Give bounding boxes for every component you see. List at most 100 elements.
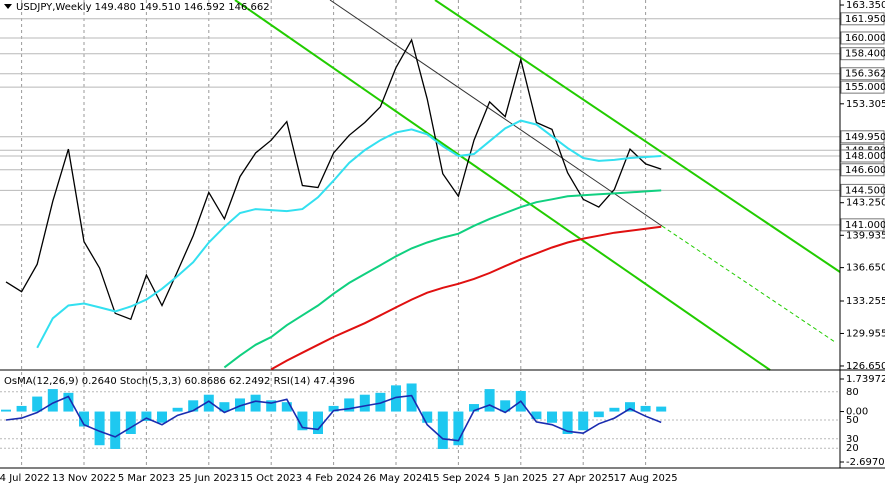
osma-bar xyxy=(359,394,370,412)
level-label: 149.950 xyxy=(845,132,885,143)
trend-line xyxy=(329,0,663,227)
x-tick-label: 27 Apr 2025 xyxy=(552,473,614,484)
level-label-box xyxy=(840,183,885,197)
osma-bar xyxy=(235,398,245,412)
osma-bar xyxy=(94,411,105,446)
osma-bar xyxy=(328,405,339,412)
osma-bar xyxy=(531,411,542,420)
osma-bar xyxy=(422,411,433,423)
y-tick-label: 139.935 xyxy=(846,230,885,241)
chart-title: USDJPY,Weekly 149.480 149.510 146.592 14… xyxy=(16,2,270,13)
osma-bar xyxy=(250,394,261,412)
osma-bar xyxy=(203,394,214,412)
osma-bar xyxy=(578,411,589,431)
y2-tick-label: 50 xyxy=(846,415,859,426)
y2-tick-label: 20 xyxy=(846,443,859,454)
osma-bar xyxy=(79,411,89,427)
level-label: 158.400 xyxy=(845,49,885,60)
osma-bar xyxy=(157,411,167,423)
moving-average xyxy=(36,119,662,349)
osma-bar xyxy=(47,389,58,412)
osma-bar xyxy=(593,411,604,418)
osma-bar xyxy=(625,402,635,412)
level-label: 161.950 xyxy=(845,14,885,25)
y-tick-label: -2.69702 xyxy=(846,457,885,468)
osma-bar xyxy=(500,400,511,412)
osma-bar xyxy=(219,402,230,412)
osma-bar xyxy=(125,411,136,434)
level-label-box xyxy=(840,218,885,232)
y-tick-label: 133.255 xyxy=(846,296,885,307)
moving-average xyxy=(223,189,662,369)
level-label: 141.000 xyxy=(845,220,885,231)
x-tick-label: 4 Feb 2024 xyxy=(306,473,362,484)
level-label-box xyxy=(840,47,885,61)
level-label: 144.500 xyxy=(845,185,885,196)
osma-bar xyxy=(1,409,11,412)
osma-bar xyxy=(32,396,43,412)
level-label: 146.600 xyxy=(845,165,885,176)
x-tick-label: 5 Jan 2025 xyxy=(494,473,548,484)
level-label-box xyxy=(840,80,885,94)
osma-bar xyxy=(453,411,464,446)
y-tick-label: 153.305 xyxy=(846,99,885,110)
level-label-box xyxy=(840,12,885,26)
y-tick-label: 129.955 xyxy=(846,328,885,339)
level-label-box xyxy=(840,149,885,163)
osma-bar xyxy=(469,404,479,412)
menu-icon[interactable] xyxy=(4,4,12,9)
osma-bar xyxy=(281,402,292,412)
price-line xyxy=(5,38,662,321)
level-label: 156.362 xyxy=(845,69,885,80)
osma-bar xyxy=(344,398,355,412)
x-tick-label: 17 Aug 2025 xyxy=(614,473,678,484)
osma-bar xyxy=(172,407,183,412)
level-label-box xyxy=(840,163,885,177)
rsi-line xyxy=(5,394,662,442)
osma-bar xyxy=(313,411,323,434)
x-tick-label: 24 Jul 2022 xyxy=(0,473,50,484)
channel-line xyxy=(234,0,771,371)
osma-bar xyxy=(110,411,121,449)
x-tick-label: 25 Jun 2023 xyxy=(179,473,239,484)
osma-bar xyxy=(16,405,27,412)
osma-bar xyxy=(63,392,74,412)
osma-bar xyxy=(406,383,417,412)
x-tick-label: 26 May 2024 xyxy=(363,473,428,484)
y-tick-label: 126.650 xyxy=(846,361,885,372)
x-tick-label: 15 Oct 2023 xyxy=(240,473,302,484)
moving-average xyxy=(270,225,662,371)
osma-bar xyxy=(640,405,651,412)
y-tick-label: 163.350 xyxy=(846,0,885,11)
y-tick-label: 0.00 xyxy=(846,407,868,418)
osma-bar xyxy=(297,411,308,431)
osma-bar xyxy=(375,392,386,412)
level-label-box xyxy=(840,31,885,45)
osma-bar xyxy=(141,411,152,421)
trend-lines xyxy=(234,0,841,371)
x-tick-label: 13 Nov 2022 xyxy=(52,473,116,484)
osma-bar xyxy=(484,389,495,412)
y-tick-label: 143.250 xyxy=(846,198,885,209)
x-tick-label: 15 Sep 2024 xyxy=(427,473,490,484)
level-label-box xyxy=(840,130,885,144)
osma-bar xyxy=(188,400,199,412)
level-label-box xyxy=(840,67,885,81)
osma-bar xyxy=(547,411,557,423)
osma-bar xyxy=(656,406,667,412)
osma-bar xyxy=(562,411,573,434)
level-label: 160.000 xyxy=(845,33,885,44)
level-label: 148.000 xyxy=(845,151,885,162)
osma-bar xyxy=(266,400,277,412)
osma-bar xyxy=(609,407,620,412)
indicator-title: OsMA(12,26,9) 0.2640 Stoch(5,3,3) 60.868… xyxy=(4,376,355,387)
osma-bar xyxy=(437,411,448,449)
x-tick-label: 5 Mar 2023 xyxy=(118,473,175,484)
y-tick-label: 1.73972 xyxy=(846,374,885,385)
y-tick-label: 136.650 xyxy=(846,263,885,274)
level-label: 155.000 xyxy=(845,82,885,93)
y2-tick-label: 80 xyxy=(846,387,859,398)
osma-bar xyxy=(391,385,401,412)
